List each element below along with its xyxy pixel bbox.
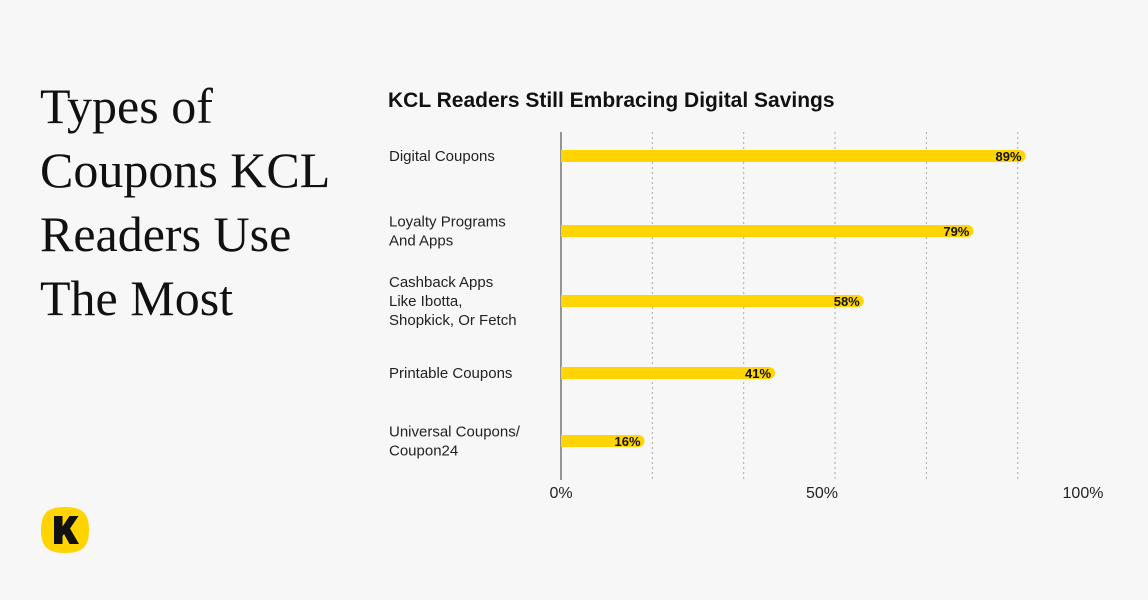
category-label-line: And Apps (389, 233, 453, 250)
bars: 89% 79% 58% 41% 16% (561, 149, 1026, 449)
category-label-line: Like Ibotta, (389, 293, 462, 310)
kcl-k-logo-icon (41, 507, 89, 553)
x-tick-label: 100% (1063, 485, 1104, 502)
bar-value-label: 16% (614, 434, 640, 449)
category-label: Digital Coupons (389, 148, 495, 165)
category-label: Loyalty Programs And Apps (389, 214, 506, 250)
bar (561, 295, 864, 307)
bar-square-start (561, 295, 573, 307)
logo-letter-k (54, 516, 79, 544)
x-tick-label: 50% (806, 485, 838, 502)
page-title-line-4: The Most (40, 270, 234, 326)
category-label-line: Coupon24 (389, 443, 458, 460)
category-label-line: Digital Coupons (389, 148, 495, 165)
category-label: Cashback Apps Like Ibotta, Shopkick, Or Fe… (389, 274, 517, 329)
bar-square-start (561, 225, 573, 237)
x-tick-label: 0% (549, 485, 572, 502)
category-labels: Digital Coupons Loyalty Programs And Apps C… (389, 148, 521, 460)
bar-value-label: 58% (834, 294, 860, 309)
page-title: Types of Coupons KCL Readers Use The Mos… (40, 74, 370, 330)
category-label-line: Printable Coupons (389, 365, 512, 382)
page-title-line-1: Types of (40, 78, 213, 134)
grid-lines (651, 132, 1019, 480)
bar-value-label: 89% (996, 149, 1022, 164)
bar (561, 225, 974, 237)
bar (561, 435, 645, 447)
category-label-line: Loyalty Programs (389, 214, 506, 231)
page-title-line-2: Coupons KCL (40, 142, 331, 198)
category-label-line: Universal Coupons/ (389, 424, 521, 441)
category-label-line: Shopkick, Or Fetch (389, 312, 517, 329)
bar-square-start (561, 367, 573, 379)
x-axis-ticks: 0% 50% 100% (549, 485, 1103, 502)
page-title-line-3: Readers Use (40, 206, 292, 262)
category-label: Universal Coupons/Coupon24 (389, 424, 521, 460)
bar-value-label: 41% (745, 366, 771, 381)
bar-square-start (561, 435, 573, 447)
category-label: Printable Coupons (389, 365, 512, 382)
bar (561, 150, 1026, 162)
chart-title: KCL Readers Still Embracing Digital Savi… (388, 89, 835, 112)
bar-square-start (561, 150, 573, 162)
category-label-line: Cashback Apps (389, 274, 493, 291)
bar (561, 367, 776, 379)
bar-value-label: 79% (943, 224, 969, 239)
